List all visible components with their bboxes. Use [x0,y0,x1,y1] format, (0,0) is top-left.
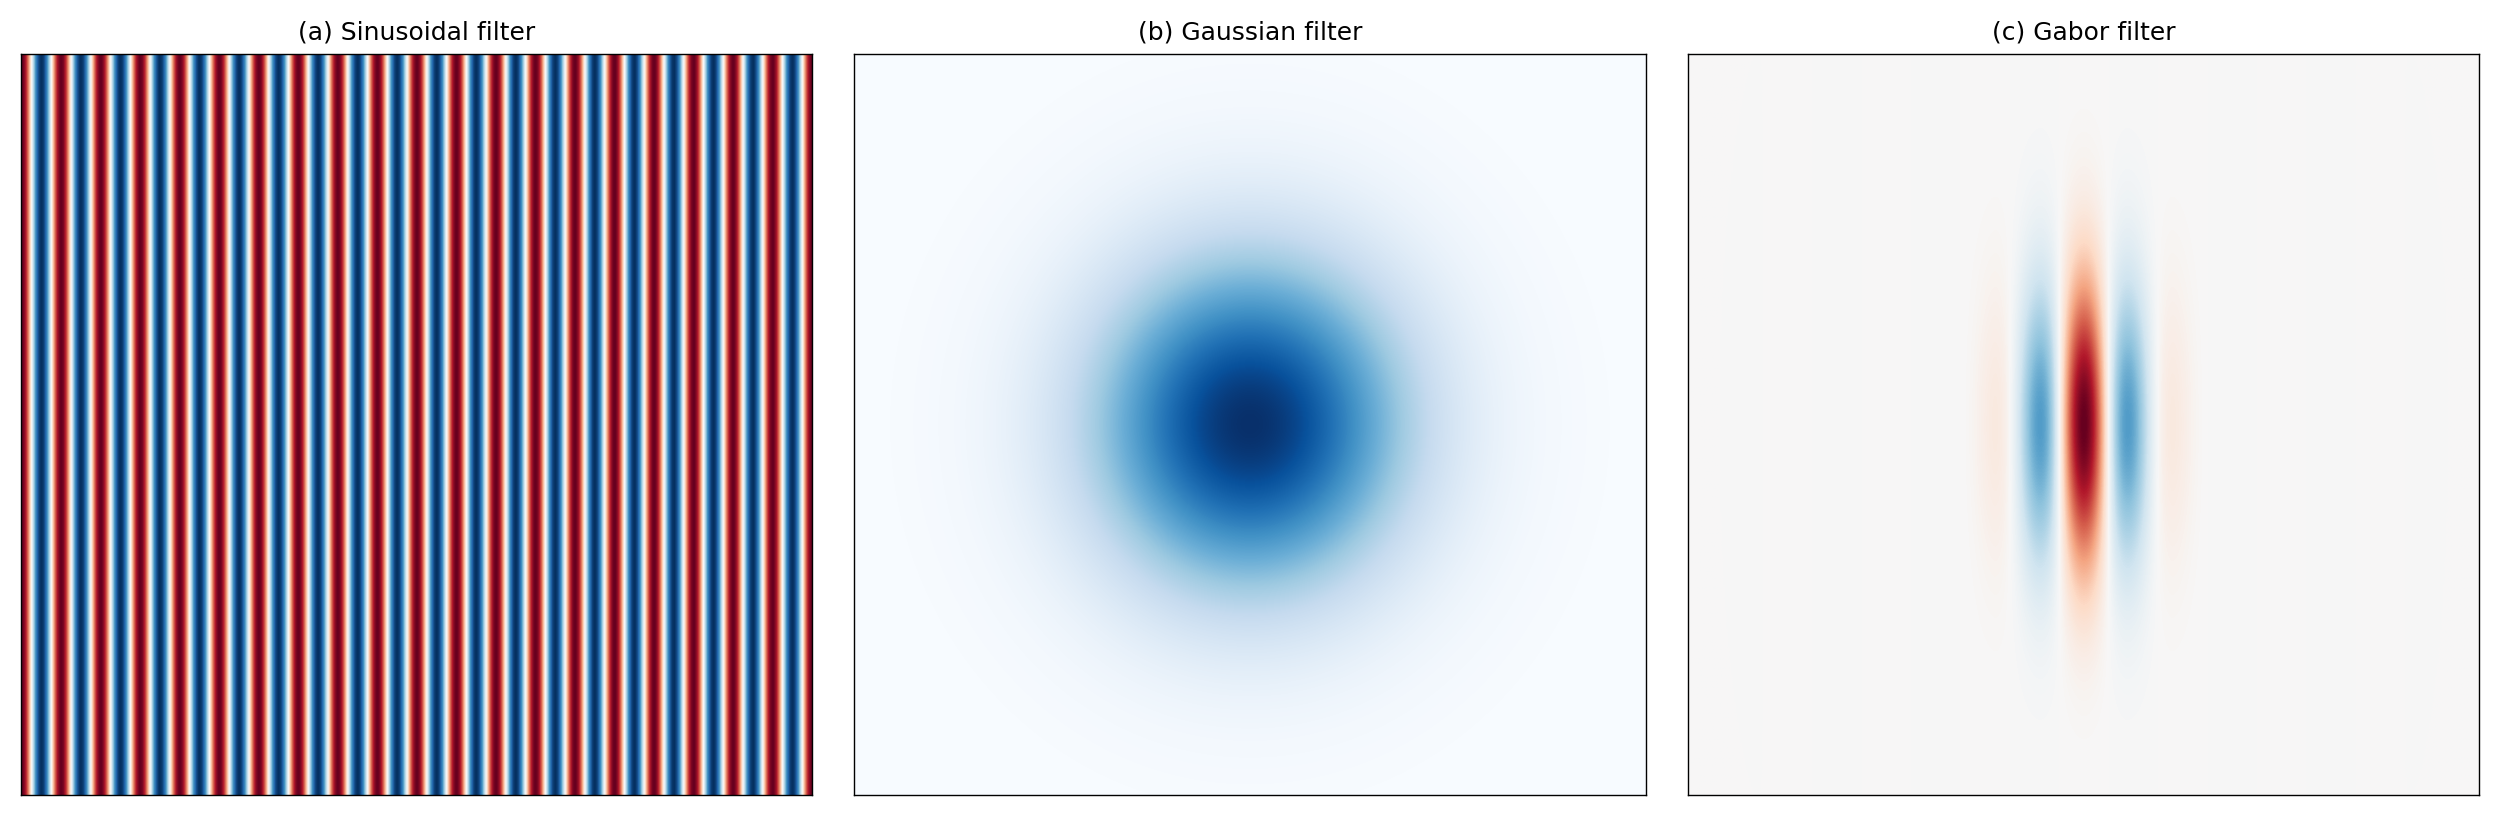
Title: (c) Gabor filter: (c) Gabor filter [1992,21,2175,45]
Title: (b) Gaussian filter: (b) Gaussian filter [1138,21,1362,45]
Title: (a) Sinusoidal filter: (a) Sinusoidal filter [298,21,535,45]
